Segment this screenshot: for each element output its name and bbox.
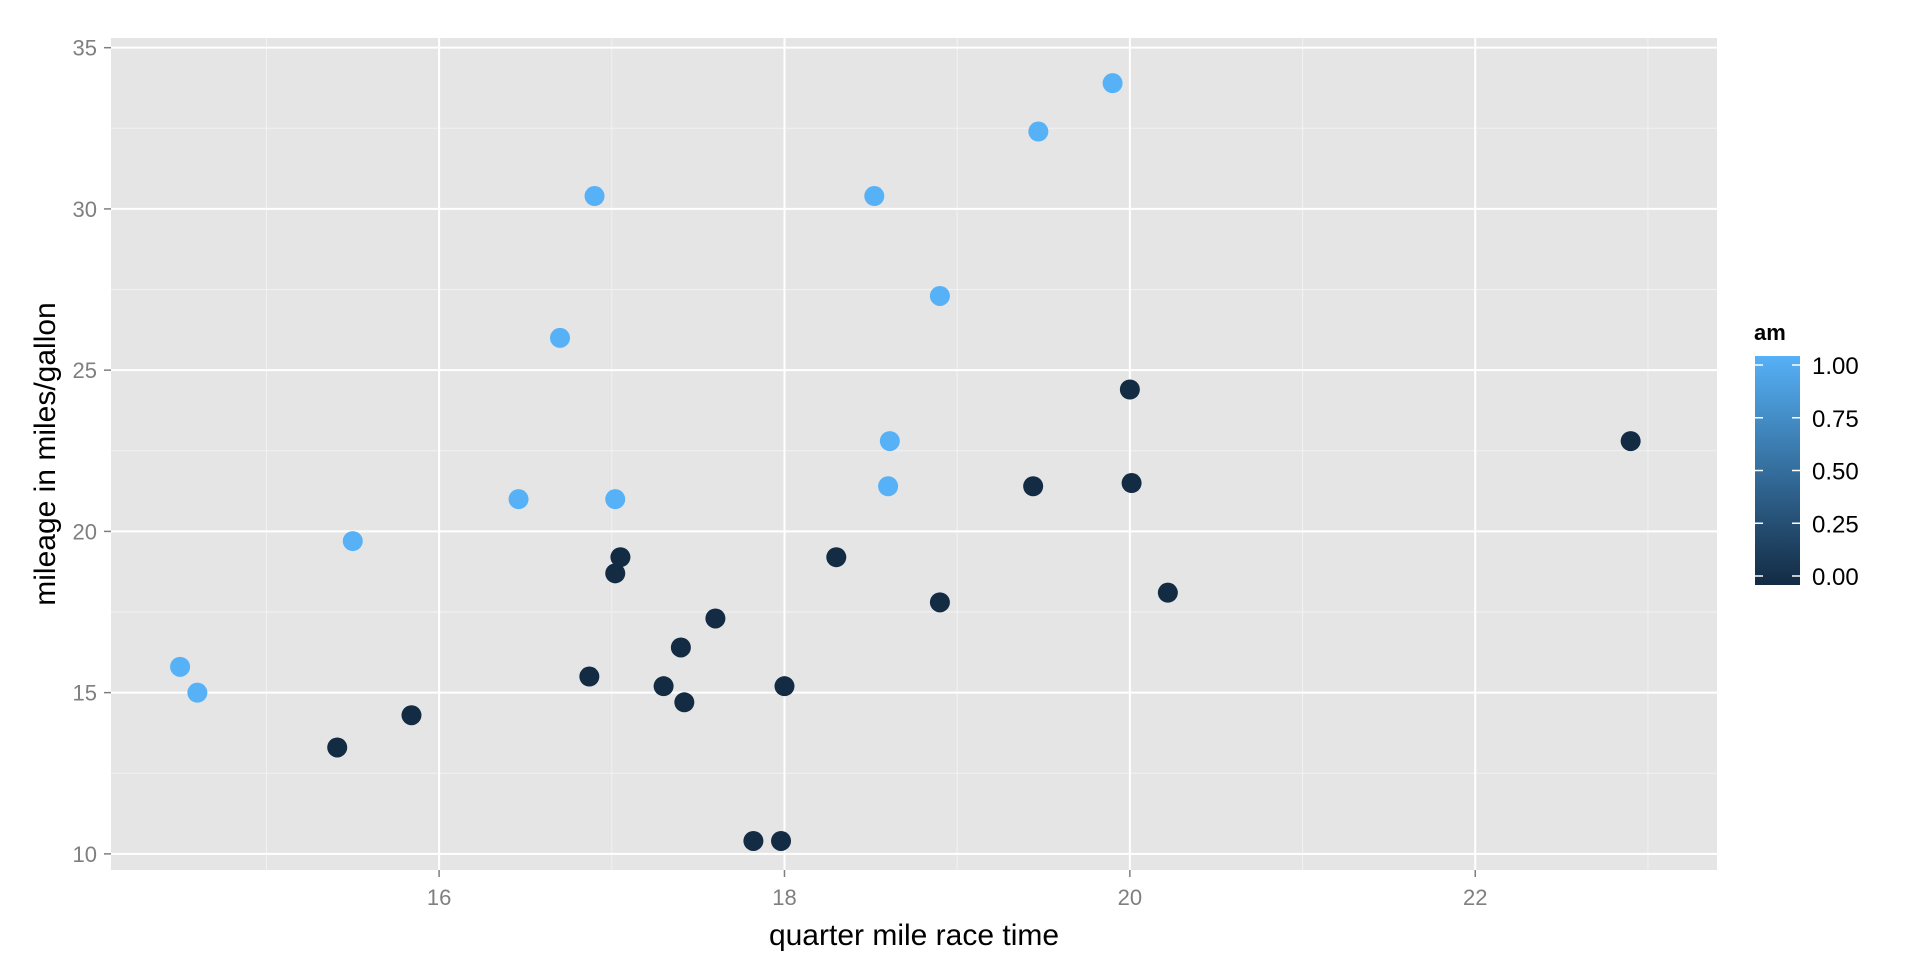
data-point <box>170 656 191 677</box>
data-point <box>605 563 626 584</box>
data-point <box>610 547 631 568</box>
x-tick-label: 16 <box>427 885 451 910</box>
data-point <box>864 186 885 207</box>
y-tick-label: 20 <box>73 519 97 544</box>
x-axis-title: quarter mile race time <box>769 919 1059 952</box>
data-points <box>170 73 1641 851</box>
data-point <box>826 547 847 568</box>
data-point <box>653 676 674 697</box>
data-point <box>549 327 570 348</box>
legend-label: 0.50 <box>1812 459 1859 486</box>
data-point <box>1620 431 1641 452</box>
data-point <box>342 531 363 552</box>
data-point <box>878 476 899 497</box>
data-point <box>1023 476 1044 497</box>
data-point <box>1121 473 1142 494</box>
y-tick-label: 15 <box>73 681 97 706</box>
x-tick-label: 22 <box>1463 885 1487 910</box>
data-point <box>670 637 691 658</box>
y-tick-label: 35 <box>73 36 97 61</box>
data-point <box>879 431 900 452</box>
y-tick-label: 30 <box>73 197 97 222</box>
data-point <box>743 830 764 851</box>
data-point <box>401 705 422 726</box>
legend-label: 0.00 <box>1812 564 1859 591</box>
y-tick-label: 10 <box>73 842 97 867</box>
legend-label: 0.25 <box>1812 511 1859 538</box>
y-axis-title: mileage in miles/gallon <box>29 302 62 606</box>
major-gridlines <box>111 38 1717 870</box>
data-point <box>771 830 792 851</box>
data-point <box>1102 73 1123 94</box>
data-point <box>508 489 529 510</box>
x-tick-label: 20 <box>1118 885 1142 910</box>
minor-gridlines <box>111 38 1717 870</box>
data-point <box>584 186 605 207</box>
x-axis: 16 18 20 22 <box>427 870 1487 910</box>
plot-panel <box>111 38 1717 870</box>
data-point <box>327 737 348 758</box>
data-point <box>187 682 208 703</box>
data-point <box>1028 121 1049 142</box>
data-point <box>705 608 726 629</box>
x-tick-label: 18 <box>772 885 796 910</box>
color-legend: am 1.00 0.75 0.50 0.25 0.00 <box>1754 320 1859 591</box>
y-axis: 10 15 20 25 30 35 <box>73 36 111 867</box>
data-point <box>579 666 600 687</box>
data-point <box>674 692 695 713</box>
legend-label: 1.00 <box>1812 353 1859 380</box>
data-point <box>605 489 626 510</box>
data-point <box>1157 582 1178 603</box>
data-point <box>1119 379 1140 400</box>
y-tick-label: 25 <box>73 358 97 383</box>
legend-ticks: 1.00 0.75 0.50 0.25 0.00 <box>1755 353 1859 591</box>
data-point <box>929 592 950 613</box>
legend-title: am <box>1754 320 1786 345</box>
data-point <box>774 676 795 697</box>
legend-label: 0.75 <box>1812 406 1859 433</box>
data-point <box>929 285 950 306</box>
